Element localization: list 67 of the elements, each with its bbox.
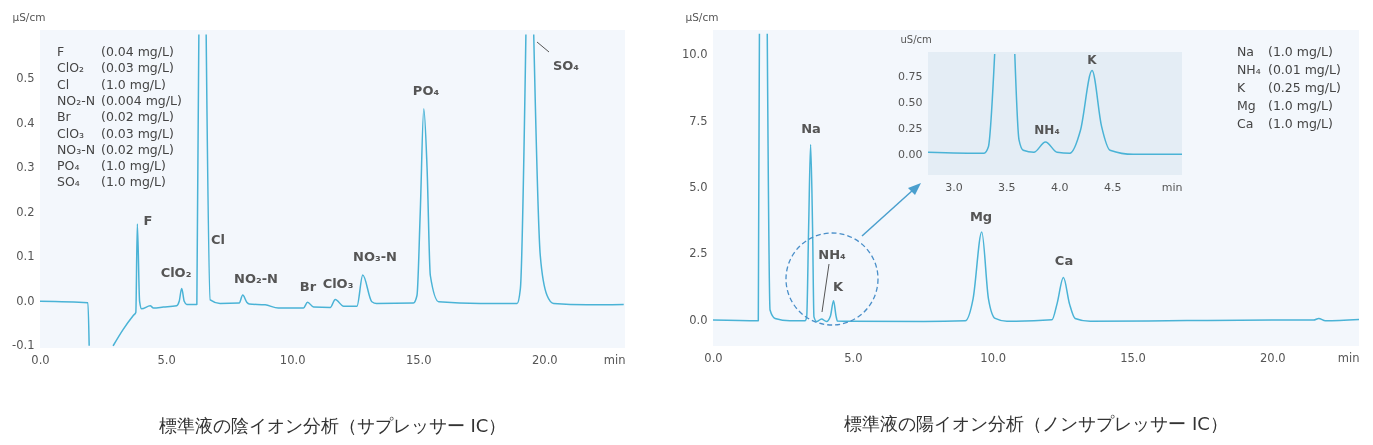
y-axis-title: µS/cm <box>685 10 719 23</box>
annotation: ClO₃ <box>322 276 354 291</box>
y-tick-label: 2.5 <box>689 246 708 261</box>
annotation: Br <box>299 279 317 294</box>
text: K (0.25 mg/L) <box>1237 80 1341 95</box>
y-tick-label: 0.25 <box>898 121 923 135</box>
text: 標準液の陽イオン分析（ノンサプレッサー IC） <box>844 412 1228 434</box>
annotation: NO₃-N (0.02 mg/L) <box>57 141 174 157</box>
annotation: Cl <box>211 232 225 247</box>
annotation: NH₄ <box>818 247 847 262</box>
annotation: K <box>832 279 844 294</box>
x-tick-label: 15.0 <box>405 352 432 367</box>
x-axis-title: min <box>1161 180 1183 194</box>
text: 標準液の陰イオン分析（サプレッサー IC） <box>158 414 507 436</box>
x-tick-label: 3.5 <box>998 180 1016 194</box>
x-tick-label: 5.0 <box>157 352 176 367</box>
y-tick-label: 0.0 <box>689 312 708 327</box>
x-tick-label: 4.5 <box>1103 180 1122 194</box>
y-axis-title: µS/cm <box>12 10 46 23</box>
x-tick-label: 3.0 <box>945 180 963 194</box>
y-tick-label: -0.1 <box>12 338 35 353</box>
annotation: Mg (1.0 mg/L) <box>1237 98 1333 113</box>
text: Cl (1.0 mg/L) <box>57 76 166 92</box>
y-tick-label: 0.50 <box>898 96 923 110</box>
annotation: PO₄ <box>412 83 440 98</box>
text: F (0.04 mg/L) <box>57 44 174 59</box>
annotation: K <box>1087 53 1098 67</box>
x-tick-label: 10.0 <box>279 352 306 367</box>
x-tick-label: 5.0 <box>844 350 863 365</box>
y-tick-label: 0.2 <box>16 204 35 219</box>
annotation: Ca <box>1054 253 1074 268</box>
annotation: NO₂-N (0.004 mg/L) <box>57 92 182 108</box>
annotation: F <box>143 213 153 228</box>
text: SO₄ (1.0 mg/L) <box>57 174 166 190</box>
annotation: Na (1.0 mg/L) <box>1237 44 1333 59</box>
x-tick-label: 20.0 <box>1260 350 1286 365</box>
annotation: Na <box>801 121 821 136</box>
y-tick-label: 0.75 <box>898 70 923 84</box>
text: ClO₂ (0.03 mg/L) <box>57 60 174 76</box>
y-tick-label: 0.00 <box>898 147 923 161</box>
annotation: NO₂-N <box>234 271 278 286</box>
annotation: ClO₂ <box>160 265 192 280</box>
y-tick-label: 0.4 <box>16 115 35 130</box>
text: PO₄ (1.0 mg/L) <box>57 158 166 174</box>
x-axis-title: min <box>603 352 626 367</box>
annotation: NH₄ (0.01 mg/L) <box>1237 62 1341 77</box>
x-tick-label: 10.0 <box>980 350 1006 365</box>
text: ClO₃ (0.03 mg/L) <box>57 125 174 141</box>
y-tick-label: 10.0 <box>681 47 708 62</box>
y-tick-label: 0.1 <box>16 249 35 264</box>
y-tick-label: 0.5 <box>16 71 35 86</box>
y-axis-title: uS/cm <box>900 33 932 45</box>
x-tick-label: 4.0 <box>1050 180 1069 194</box>
x-axis-title: min <box>1337 350 1360 365</box>
annotation: SO₄ <box>552 58 580 73</box>
annotation: Ca (1.0 mg/L) <box>1237 116 1333 131</box>
y-tick-label: 0.0 <box>16 293 35 308</box>
x-tick-label: 20.0 <box>532 352 558 367</box>
y-tick-label: 7.5 <box>689 113 708 128</box>
x-tick-label: 0.0 <box>704 350 723 365</box>
text: Br (0.02 mg/L) <box>57 109 174 125</box>
annotation: Mg <box>969 209 993 224</box>
x-tick-label: 15.0 <box>1120 350 1146 365</box>
annotation: NH₄ <box>1034 123 1060 137</box>
x-tick-label: 0.0 <box>31 352 50 367</box>
y-tick-label: 0.3 <box>16 160 35 175</box>
annotation: NO₃-N <box>353 249 397 264</box>
